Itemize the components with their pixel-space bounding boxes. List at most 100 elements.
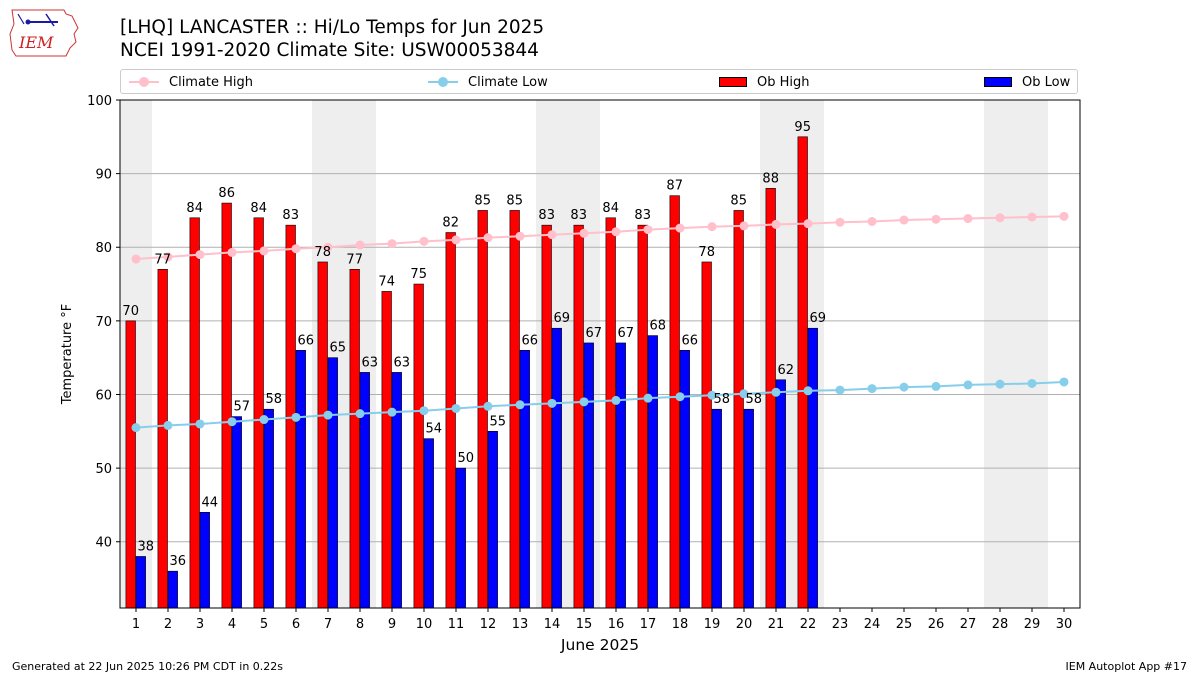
ob-low-value-label: 58 bbox=[266, 392, 283, 407]
x-tick-label: 9 bbox=[388, 617, 396, 632]
ob-low-bar bbox=[583, 342, 594, 609]
ob-low-value-label: 65 bbox=[330, 341, 347, 356]
climate-low-point bbox=[771, 387, 781, 397]
climate-high-point bbox=[195, 250, 205, 260]
ob-low-bar bbox=[743, 408, 754, 609]
ob-high-value-label: 84 bbox=[186, 201, 203, 216]
ob-low-value-label: 69 bbox=[554, 311, 571, 326]
ob-high-bar bbox=[253, 217, 264, 609]
legend-item-ob-low: Ob Low bbox=[984, 74, 1070, 90]
ob-low-value-label: 66 bbox=[682, 333, 699, 348]
ob-low-bar bbox=[199, 511, 210, 609]
y-tick-label: 80 bbox=[95, 241, 112, 256]
legend-item-ob-high: Ob High bbox=[719, 74, 810, 90]
climate-low-point bbox=[899, 382, 909, 392]
climate-high-point bbox=[963, 214, 973, 224]
x-tick-label: 6 bbox=[292, 617, 300, 632]
x-tick-label: 17 bbox=[640, 617, 657, 632]
ob-low-bar bbox=[231, 416, 242, 609]
climate-low-point bbox=[547, 398, 557, 408]
climate-low-point bbox=[387, 407, 397, 417]
x-tick-label: 16 bbox=[608, 617, 625, 632]
climate-high-point bbox=[835, 217, 845, 227]
ob-low-value-label: 68 bbox=[650, 319, 667, 334]
ob-high-value-label: 82 bbox=[442, 216, 459, 231]
ob-low-value-label: 36 bbox=[170, 554, 187, 569]
climate-high-point bbox=[163, 252, 173, 262]
chart-subtitle: NCEI 1991-2020 Climate Site: USW00053844 bbox=[120, 40, 539, 61]
ob-low-value-label: 58 bbox=[746, 392, 763, 407]
ob-low-value-label: 66 bbox=[522, 333, 539, 348]
ob-low-value-label: 57 bbox=[234, 400, 251, 415]
climate-low-point bbox=[835, 385, 845, 395]
climate-low-point bbox=[483, 401, 493, 411]
ob-low-value-label: 63 bbox=[394, 355, 411, 370]
ob-high-bar bbox=[509, 210, 520, 609]
ob-high-bar bbox=[669, 195, 680, 609]
climate-low-point bbox=[259, 415, 269, 425]
ob-high-bar bbox=[221, 202, 232, 609]
ob-high-value-label: 88 bbox=[762, 171, 779, 186]
ob-low-value-label: 66 bbox=[298, 333, 315, 348]
ob-low-value-label: 58 bbox=[714, 392, 731, 407]
ob-high-bar bbox=[445, 232, 456, 609]
ob-low-bar bbox=[615, 342, 626, 609]
weekend-shade bbox=[120, 100, 152, 608]
x-tick-label: 19 bbox=[704, 617, 721, 632]
climate-high-point bbox=[227, 247, 237, 257]
ob-high-value-label: 95 bbox=[794, 120, 811, 135]
x-tick-label: 15 bbox=[576, 617, 593, 632]
ob-high-bar bbox=[605, 217, 616, 609]
y-tick-label: 60 bbox=[95, 388, 112, 403]
climate-high-point bbox=[931, 214, 941, 224]
ob-high-bar bbox=[413, 283, 424, 609]
logo-text: IEM bbox=[18, 33, 54, 52]
ob-high-value-label: 83 bbox=[538, 208, 555, 223]
ob-low-bar bbox=[167, 570, 178, 609]
legend-label-ob-high: Ob High bbox=[757, 74, 810, 90]
ob-low-value-label: 55 bbox=[490, 414, 507, 429]
weekend-shade bbox=[984, 100, 1016, 608]
climate-high-point bbox=[355, 240, 365, 250]
legend-item-climate-high: Climate High bbox=[129, 74, 253, 90]
climate-high-point bbox=[323, 242, 333, 252]
x-tick-label: 25 bbox=[896, 617, 913, 632]
climate-high-point bbox=[131, 254, 141, 264]
legend-item-climate-low: Climate Low bbox=[428, 74, 548, 90]
ob-low-bar bbox=[263, 408, 274, 609]
climate-low-point bbox=[707, 390, 717, 400]
ob-high-value-label: 75 bbox=[410, 267, 427, 282]
ob-low-value-label: 67 bbox=[618, 326, 635, 341]
climate-high-point bbox=[899, 215, 909, 225]
x-tick-label: 11 bbox=[448, 617, 465, 632]
climate-high-point bbox=[451, 235, 461, 245]
ob-high-bar bbox=[797, 136, 808, 609]
x-tick-label: 30 bbox=[1056, 617, 1073, 632]
ob-low-bar bbox=[455, 467, 466, 609]
y-axis-label: Temperature °F bbox=[60, 304, 75, 405]
climate-high-point bbox=[547, 230, 557, 240]
ob-low-bar bbox=[135, 556, 146, 609]
x-tick-label: 12 bbox=[480, 617, 497, 632]
x-tick-label: 3 bbox=[196, 617, 204, 632]
ob-high-bar bbox=[125, 320, 136, 609]
x-tick-label: 27 bbox=[960, 617, 977, 632]
ob-high-value-label: 87 bbox=[666, 179, 683, 194]
climate-low-point bbox=[963, 380, 973, 390]
ob-low-bar bbox=[647, 335, 658, 609]
legend-label-ob-low: Ob Low bbox=[1022, 74, 1071, 90]
climate-low-point bbox=[739, 389, 749, 399]
ob-high-value-label: 85 bbox=[474, 193, 491, 208]
climate-high-point bbox=[259, 246, 269, 256]
climate-high-point bbox=[291, 244, 301, 254]
ob-low-bar bbox=[327, 357, 338, 609]
climate-high-point bbox=[387, 239, 397, 249]
climate-low-line bbox=[135, 380, 1065, 429]
legend-label-climate-low: Climate Low bbox=[468, 74, 548, 90]
ob-high-value-label: 85 bbox=[506, 193, 523, 208]
ob-high-value-label: 86 bbox=[218, 186, 235, 201]
ob-low-value-label: 44 bbox=[202, 495, 219, 510]
ob-low-bar bbox=[423, 438, 434, 609]
ob-high-value-label: 85 bbox=[730, 193, 747, 208]
climate-high-swatch bbox=[129, 74, 159, 90]
